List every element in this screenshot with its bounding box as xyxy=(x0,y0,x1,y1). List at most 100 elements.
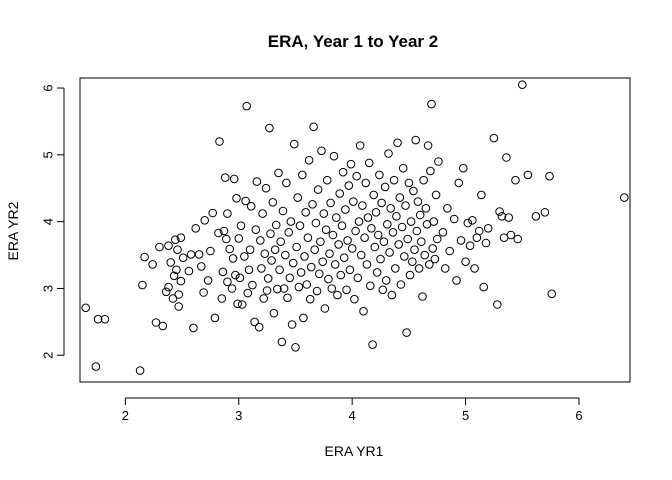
data-point xyxy=(359,306,368,316)
data-point xyxy=(300,252,309,261)
x-tick-label: 3 xyxy=(235,408,242,423)
data-point xyxy=(333,290,342,300)
data-point xyxy=(493,300,502,309)
data-point xyxy=(291,343,300,352)
data-point xyxy=(350,294,359,304)
data-point xyxy=(240,252,249,261)
data-point xyxy=(279,284,289,293)
data-point xyxy=(330,260,340,269)
data-point xyxy=(353,273,363,283)
data-point xyxy=(286,217,296,226)
data-point xyxy=(380,182,390,192)
data-point xyxy=(547,289,557,299)
x-tick-label: 6 xyxy=(575,408,582,423)
data-point xyxy=(378,285,388,295)
data-point xyxy=(311,218,321,228)
data-point xyxy=(305,294,315,304)
data-point xyxy=(263,274,273,283)
data-point xyxy=(429,217,439,226)
data-point xyxy=(443,204,452,213)
data-point xyxy=(349,197,358,206)
data-point xyxy=(235,273,245,283)
data-point xyxy=(351,226,360,236)
y-tick-label: 2 xyxy=(40,352,55,359)
data-point xyxy=(398,163,408,173)
data-point xyxy=(483,224,493,233)
data-point xyxy=(218,267,228,277)
data-point xyxy=(456,236,466,245)
data-point xyxy=(481,238,491,248)
data-point xyxy=(244,265,254,275)
data-point xyxy=(392,212,401,221)
data-point xyxy=(295,221,305,230)
data-point xyxy=(234,234,244,243)
data-point xyxy=(231,270,240,280)
data-point xyxy=(375,170,384,180)
data-point xyxy=(410,245,419,254)
data-point xyxy=(370,242,380,252)
data-point xyxy=(344,181,354,190)
data-point xyxy=(518,80,527,89)
data-point xyxy=(191,224,200,233)
data-point xyxy=(470,264,479,273)
data-point xyxy=(194,250,204,259)
data-point xyxy=(223,209,232,218)
data-point xyxy=(396,280,406,289)
y-tick-label: 3 xyxy=(40,285,55,292)
data-point xyxy=(303,233,313,242)
data-point xyxy=(386,204,396,213)
data-point xyxy=(316,237,325,246)
data-point xyxy=(384,149,393,158)
data-point xyxy=(452,276,461,285)
data-point xyxy=(322,175,332,185)
data-point xyxy=(363,213,373,222)
data-point xyxy=(425,260,434,269)
data-point xyxy=(288,258,298,268)
plot-frame xyxy=(79,77,631,383)
data-point xyxy=(381,276,391,285)
data-point xyxy=(318,257,328,267)
data-point xyxy=(189,323,198,333)
data-point xyxy=(161,287,171,297)
data-point xyxy=(415,210,425,220)
data-point xyxy=(346,159,356,169)
data-point xyxy=(271,220,281,230)
data-point xyxy=(417,237,426,246)
x-axis: 2 3 4 5 6 xyxy=(122,397,583,423)
data-point xyxy=(155,242,164,252)
data-point xyxy=(265,123,274,133)
data-point xyxy=(310,245,320,254)
data-point xyxy=(168,294,178,303)
data-point xyxy=(236,221,246,230)
data-point xyxy=(277,337,287,347)
data-point xyxy=(389,175,399,185)
data-point xyxy=(388,228,398,237)
data-point xyxy=(158,321,168,331)
data-point xyxy=(495,207,504,216)
data-point xyxy=(164,282,173,292)
data-point xyxy=(461,257,470,267)
data-point xyxy=(335,189,345,198)
data-point xyxy=(468,216,477,225)
data-point xyxy=(409,186,418,196)
data-point xyxy=(404,178,414,188)
data-point xyxy=(222,234,231,244)
data-point xyxy=(223,277,232,287)
data-point xyxy=(405,270,415,280)
data-point xyxy=(186,250,196,259)
data-point xyxy=(256,236,265,245)
data-point xyxy=(308,200,317,209)
data-point xyxy=(352,171,362,181)
data-point xyxy=(489,133,499,143)
data-point xyxy=(427,99,436,109)
data-point xyxy=(200,216,209,225)
data-point xyxy=(337,221,347,230)
data-point xyxy=(413,197,423,206)
data-point xyxy=(325,249,334,258)
data-point xyxy=(449,214,459,224)
data-point xyxy=(169,271,179,281)
data-point xyxy=(371,208,381,217)
data-point xyxy=(140,252,149,262)
data-point xyxy=(309,122,318,132)
data-point xyxy=(287,320,297,329)
